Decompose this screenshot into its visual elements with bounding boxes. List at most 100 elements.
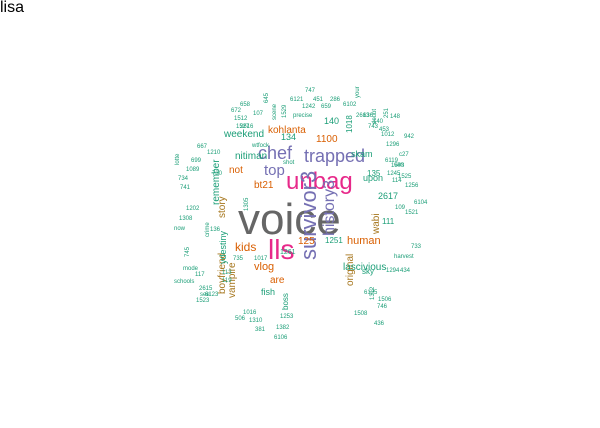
word-134: 134 [281, 132, 297, 142]
word-small: 1312 [370, 286, 376, 300]
word-small: can [394, 162, 404, 168]
word-small: 1310 [249, 318, 263, 324]
word-small: 733 [411, 244, 422, 250]
word-1261: 1261 [280, 249, 296, 256]
word-not: not [229, 165, 243, 176]
word-small: 1521 [405, 210, 419, 216]
word-small: 1382 [276, 325, 290, 331]
word-small: 1508 [354, 311, 368, 317]
word-135: 135 [367, 169, 381, 178]
word-small: scene [272, 103, 278, 120]
word-small: 107 [253, 111, 264, 117]
word-history3: history3 [321, 179, 338, 236]
word-small: 136 [210, 227, 221, 233]
word-unbag: unbag [286, 168, 353, 195]
word-small: 1253 [280, 314, 294, 320]
word-small: mode [183, 266, 199, 272]
word-kids: kids [235, 240, 257, 254]
word-small: 734 [178, 176, 189, 182]
word-small: 148 [390, 114, 401, 120]
word-small: harvest [394, 254, 414, 260]
word-small: 251 [384, 107, 390, 118]
word-small: 741 [180, 185, 191, 191]
word-trapped: trapped [304, 146, 366, 166]
word-small: 6123 [205, 292, 219, 298]
word-small: 1525 [398, 174, 412, 180]
word-small: 1305 [244, 197, 250, 211]
word-voice: voice [238, 195, 341, 244]
word-small: 1016 [243, 310, 257, 316]
word-small: 636 [363, 113, 374, 119]
word-lls: lls [268, 234, 295, 265]
word-small: 453 [379, 127, 390, 133]
word-small: 119 [222, 278, 232, 284]
word-small: 730 [212, 171, 223, 177]
word-small: 6121 [290, 97, 304, 103]
word-small: 1012 [381, 132, 395, 138]
word-small: 1242 [302, 104, 316, 110]
word-small: 6106 [274, 335, 288, 341]
word-1018: 1018 [345, 115, 354, 133]
word-remember: remember [211, 159, 222, 205]
word-boss: boss [281, 293, 290, 310]
word-small: 506 [235, 316, 246, 322]
word-1100: 1100 [316, 134, 338, 145]
word-small: 735 [233, 256, 244, 262]
word-small: 1210 [207, 150, 221, 156]
word-small: 645 [264, 92, 270, 103]
word-small: 434 [400, 268, 411, 274]
word-small: your [355, 86, 361, 98]
word-small: see [200, 292, 210, 298]
word-small: 1294 [386, 268, 400, 274]
word-125: 125 [298, 236, 315, 247]
word-weekend: weekend [224, 129, 265, 140]
word-lascivious: lascivious [343, 262, 387, 273]
word-small: now [174, 226, 186, 232]
word-small: 699 [191, 158, 202, 164]
word-small: 381 [255, 327, 266, 333]
word-kohlanta: kohlanta [268, 125, 306, 136]
word-small: 1245 [387, 171, 401, 177]
word-small: 451 [313, 97, 324, 103]
word-small: wtfock [252, 143, 270, 149]
word-wabi: wabi [371, 213, 382, 234]
word-small: schools [174, 279, 195, 285]
word-small: 109 [395, 205, 406, 211]
word-small: 117 [195, 272, 205, 278]
word-bt21: bt21 [254, 180, 274, 191]
word-small: precise [293, 113, 313, 119]
word-nitiman: nitiman [235, 151, 268, 162]
word-small: 747 [305, 88, 316, 94]
word-small: 6125 [364, 290, 378, 296]
word-small: 1527 [236, 124, 250, 130]
word-1251: 1251 [325, 236, 343, 245]
word-sky: sky [362, 267, 374, 276]
word-small: 1089 [186, 167, 200, 173]
word-small: 1512 [234, 116, 248, 122]
word-small: 1523 [196, 298, 210, 304]
word-small: 1017 [254, 256, 268, 262]
word-small: 6102 [343, 102, 357, 108]
word-ydestiny: ydestiny [218, 230, 228, 264]
word-111: 111 [382, 217, 395, 226]
word-small: 672 [231, 108, 242, 114]
word-small: 1506 [378, 297, 392, 303]
word-small: 659 [321, 104, 332, 110]
word-small: 1202 [186, 206, 200, 212]
word-small: 1503 [391, 163, 405, 169]
word-small: 2616 [240, 124, 254, 130]
word-are: are [270, 275, 285, 286]
word-small: 2615 [199, 286, 213, 292]
word-vlog: vlog [254, 261, 275, 273]
word-small: lotte [175, 153, 181, 165]
word-small: 942 [404, 134, 415, 140]
word-upon: upon [363, 173, 384, 183]
word-140: 140 [324, 116, 340, 126]
word-small: lisa [0, 0, 25, 16]
word-human: human [347, 235, 381, 247]
word-small: 114 [392, 178, 402, 184]
word-2617: 2617 [378, 191, 399, 201]
word-small: 745 [185, 246, 191, 257]
word-small: 6104 [414, 200, 428, 206]
